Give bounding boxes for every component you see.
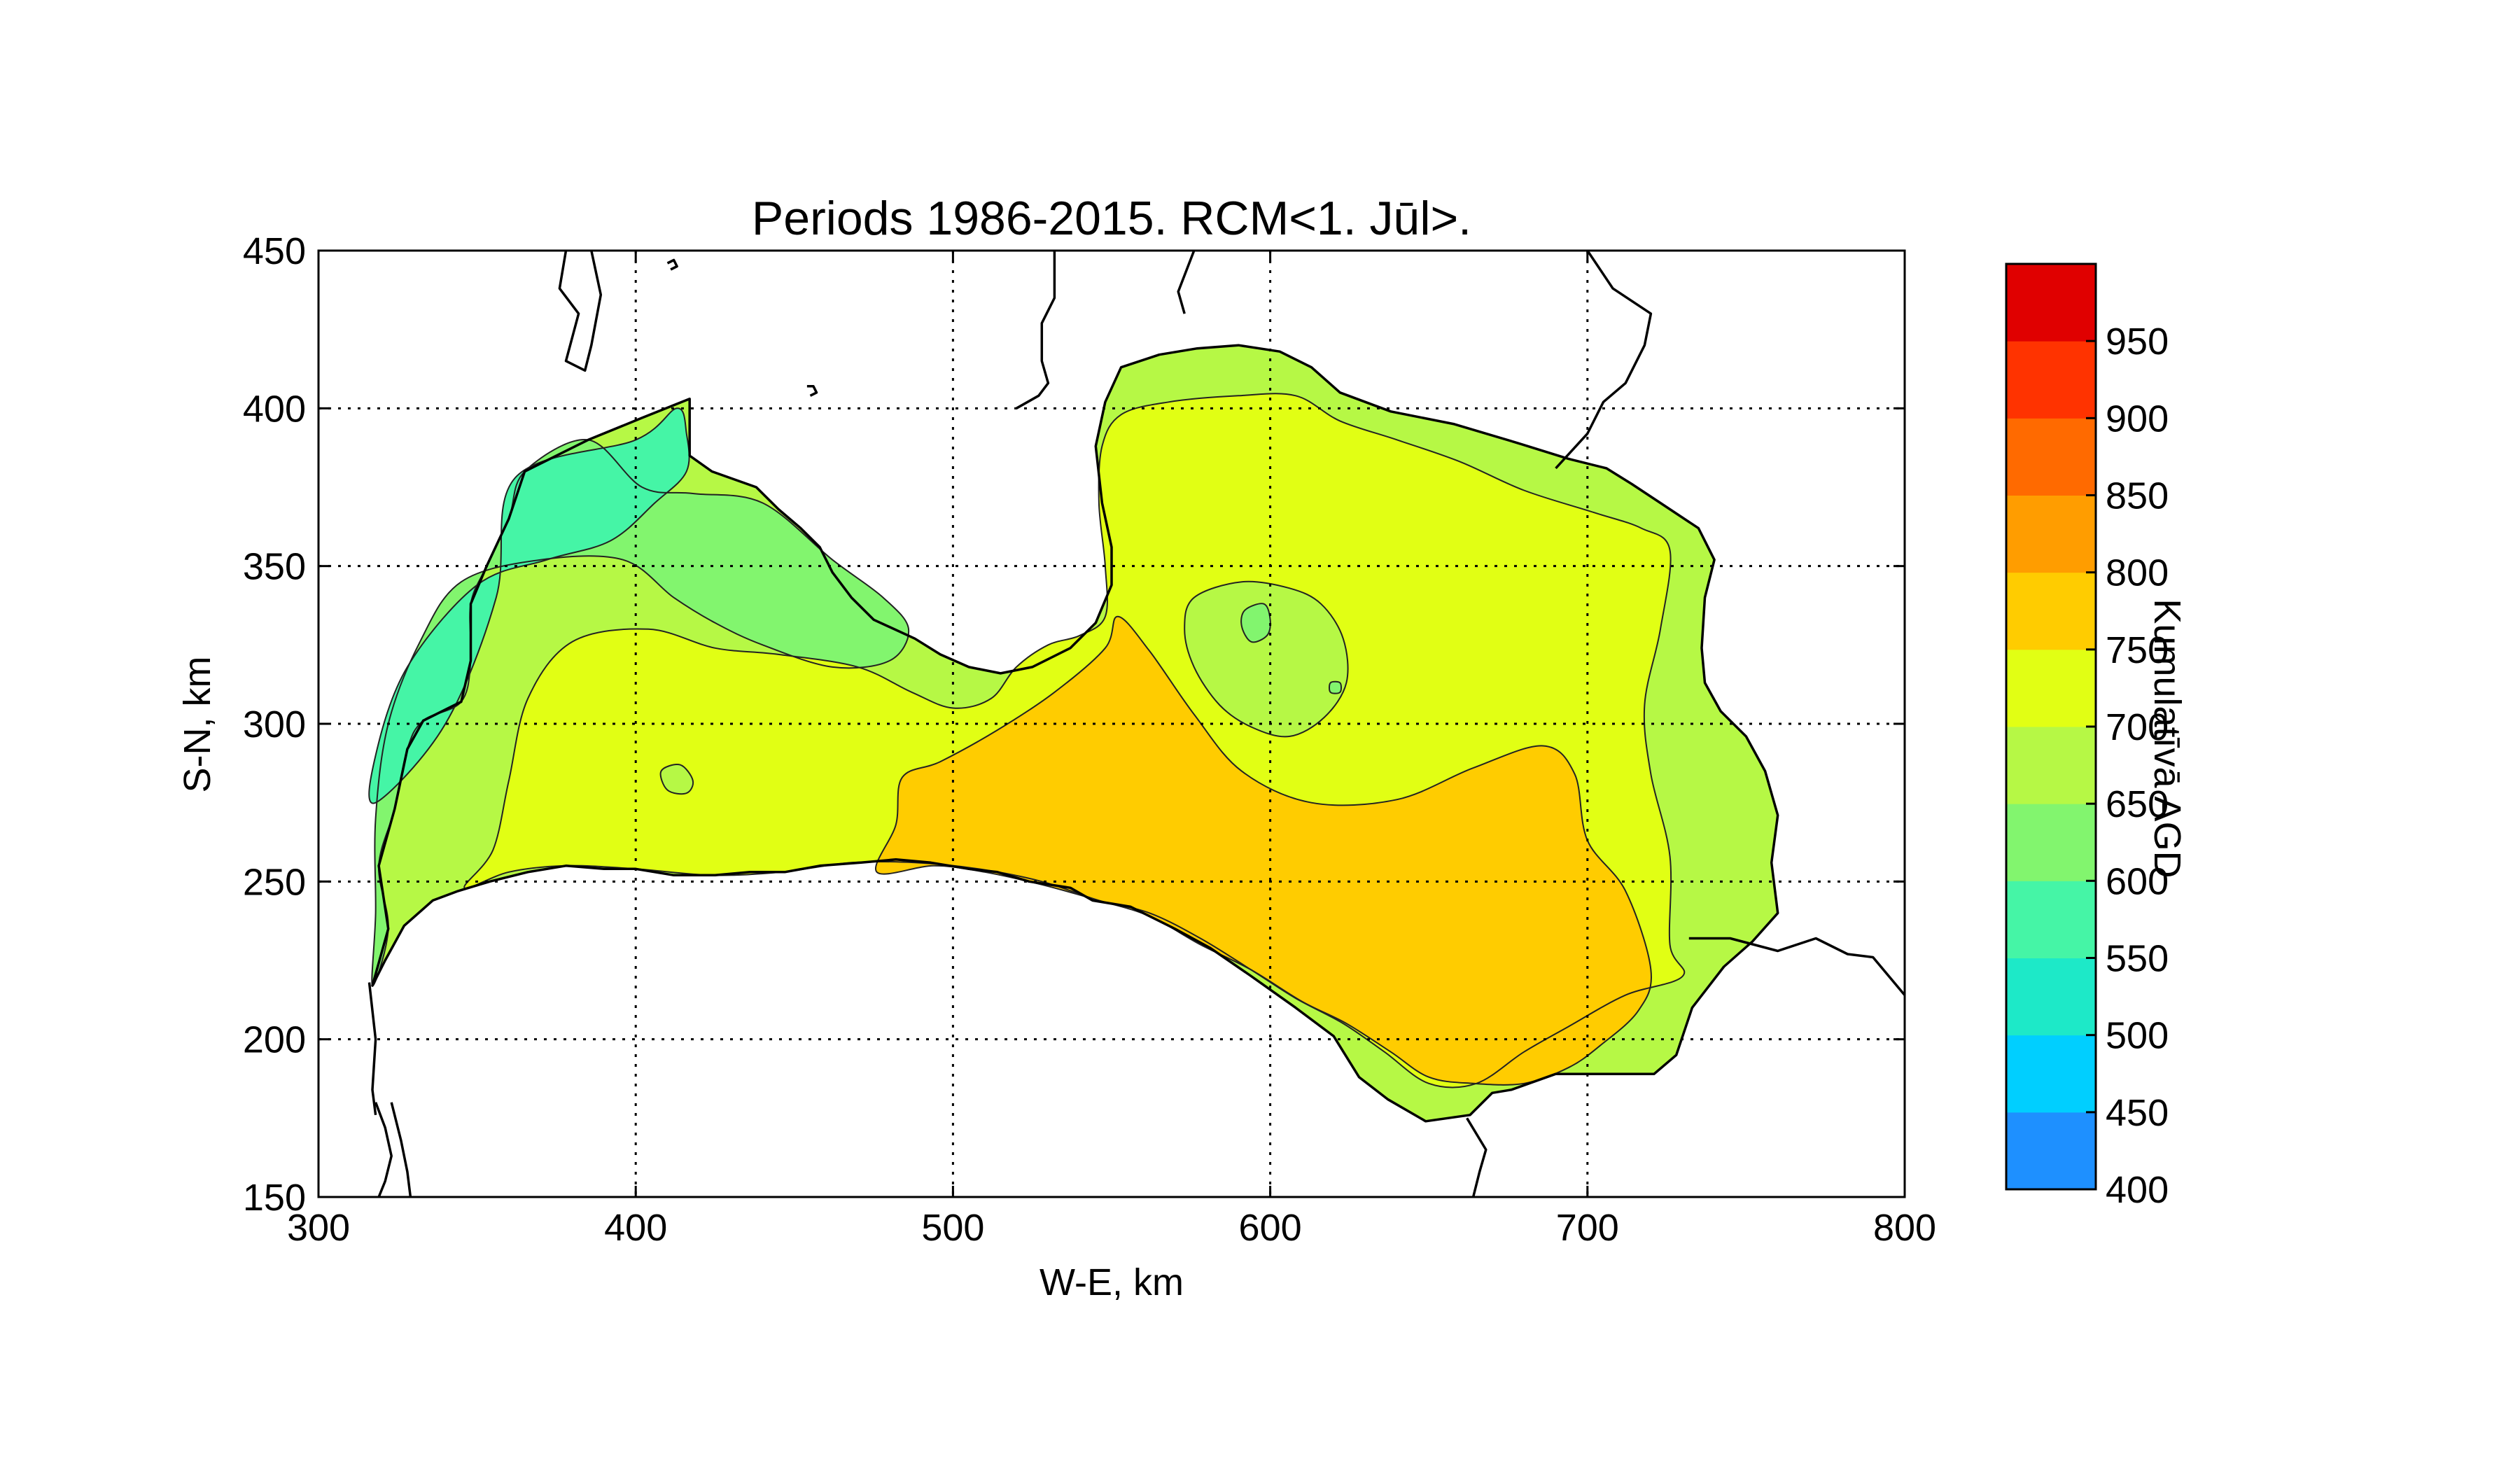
y-tick-label: 450 bbox=[243, 230, 306, 272]
country-border bbox=[371, 344, 1779, 1123]
neighbour-coastline bbox=[1016, 251, 1056, 410]
neighbour-coastline bbox=[558, 251, 603, 372]
colorbar-tick-label: 450 bbox=[2106, 1092, 2169, 1134]
colorbar-swatch bbox=[2006, 1035, 2096, 1113]
neighbour-coastline bbox=[368, 982, 377, 1116]
colorbar-swatch bbox=[2006, 727, 2096, 804]
y-tick-label: 400 bbox=[243, 388, 306, 430]
y-tick-label: 150 bbox=[243, 1177, 306, 1219]
plot-area bbox=[368, 251, 1905, 1197]
x-axis-label: W-E, km bbox=[1040, 1261, 1184, 1303]
region-upland-600-650 bbox=[1240, 603, 1271, 643]
colorbar-swatch bbox=[2006, 958, 2096, 1036]
neighbour-coastline bbox=[1177, 251, 1196, 314]
colorbar-tick-label: 500 bbox=[2106, 1015, 2169, 1057]
colorbar-tick-label: 550 bbox=[2106, 938, 2169, 980]
colorbar-tick-label: 850 bbox=[2106, 475, 2169, 517]
y-tick-label: 250 bbox=[243, 861, 306, 903]
neighbour-coastline bbox=[806, 385, 818, 397]
colorbar-swatch bbox=[2006, 341, 2096, 419]
region-west-island bbox=[659, 764, 694, 795]
colorbar-tick-label: 800 bbox=[2106, 552, 2169, 594]
region-550-600 bbox=[369, 408, 690, 804]
contour-line-575 bbox=[368, 407, 690, 804]
x-tick-label: 800 bbox=[1873, 1207, 1936, 1249]
y-tick-label: 200 bbox=[243, 1019, 306, 1061]
grid-lines bbox=[318, 251, 1905, 1197]
y-tick-label: 350 bbox=[243, 546, 306, 588]
colorbar-swatch bbox=[2006, 804, 2096, 881]
neighbour-coastline bbox=[1555, 251, 1653, 470]
colorbar-swatch bbox=[2006, 881, 2096, 958]
colorbar-tick-label: 700 bbox=[2106, 706, 2169, 748]
colorbar-swatch bbox=[2006, 264, 2096, 342]
colorbar-swatch bbox=[2006, 649, 2096, 727]
colorbar-swatch bbox=[2006, 572, 2096, 650]
colorbar-tick-label: 650 bbox=[2106, 783, 2169, 825]
colorbar-tick-label: 750 bbox=[2106, 629, 2169, 671]
colorbar-tick-label: 900 bbox=[2106, 398, 2169, 440]
x-tick-label: 700 bbox=[1556, 1207, 1619, 1249]
region-upland-650-700 bbox=[1184, 580, 1349, 738]
colorbar: 400 450 500 550 600 650 700 750 800 850 900 950 bbox=[2005, 262, 2169, 1211]
neighbour-coastline bbox=[374, 1102, 393, 1197]
neighbour-coastline bbox=[1688, 937, 1905, 996]
colorbar-swatch bbox=[2006, 1112, 2096, 1190]
colorbar-tick-label: 400 bbox=[2106, 1169, 2169, 1211]
colorbar-swatch bbox=[2006, 418, 2096, 496]
colorbar-swatch bbox=[2006, 495, 2096, 573]
neighbour-coastline bbox=[390, 1102, 412, 1197]
x-tick-label: 400 bbox=[604, 1207, 667, 1249]
x-tick-label: 600 bbox=[1239, 1207, 1302, 1249]
colorbar-label: Kumulatīvā AGD bbox=[2146, 598, 2188, 878]
region-750-800 bbox=[875, 616, 1652, 1085]
contour-line-775 bbox=[875, 615, 1652, 1086]
coastlines bbox=[368, 251, 1905, 1197]
contour-fills bbox=[369, 345, 1778, 1121]
neighbour-coastline bbox=[1466, 1117, 1488, 1197]
colorbar-tick-label: 600 bbox=[2106, 860, 2169, 902]
y-axis-label: S-N, km bbox=[176, 657, 218, 793]
region-east-island bbox=[1328, 680, 1343, 694]
neighbour-coastline bbox=[666, 258, 678, 271]
y-tick-label: 300 bbox=[243, 704, 306, 746]
x-axis-ticks: 300 400 500 600 700 800 bbox=[287, 251, 1936, 1249]
colorbar-tick-label: 950 bbox=[2106, 321, 2169, 363]
chart-title: Periods 1986-2015. RCM<1. Jūl>. bbox=[752, 192, 1471, 245]
y-axis-ticks: 150 200 250 300 350 400 450 bbox=[243, 230, 1905, 1219]
x-tick-label: 300 bbox=[287, 1207, 350, 1249]
region-600-650 bbox=[372, 440, 909, 986]
x-tick-label: 500 bbox=[921, 1207, 984, 1249]
